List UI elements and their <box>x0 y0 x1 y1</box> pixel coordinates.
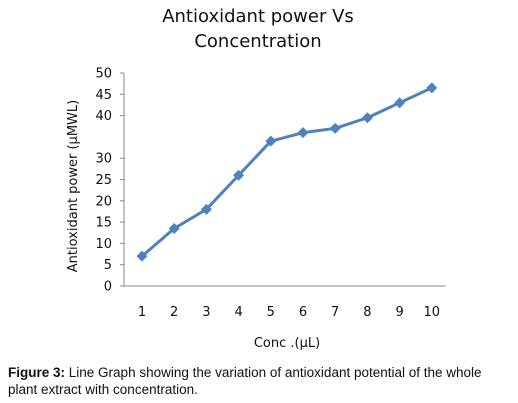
x-tick-label: 1 <box>138 305 146 320</box>
x-tick-label: 9 <box>395 305 403 320</box>
x-tick-label: 2 <box>170 305 178 320</box>
chart-title: Antioxidant power Vs Concentration <box>162 6 354 52</box>
series-line <box>141 86 433 258</box>
data-point <box>233 169 245 181</box>
caption-label: Figure 3: <box>8 365 66 380</box>
y-tick-label: 15 <box>95 216 112 231</box>
y-tick-label: 0 <box>104 280 112 295</box>
y-tick-label: 25 <box>95 173 112 188</box>
x-tick-label: 10 <box>424 305 441 320</box>
x-tick-label: 8 <box>363 305 371 320</box>
data-series <box>136 82 438 262</box>
data-point <box>168 222 180 234</box>
data-point <box>297 127 309 139</box>
x-tick-label: 6 <box>299 305 307 320</box>
x-tick-labels: 1 2 3 4 5 6 7 8 9 10 <box>138 305 440 320</box>
y-tick-label: 30 <box>95 152 112 167</box>
figure-caption: Figure 3: Line Graph showing the variati… <box>8 364 512 398</box>
x-tick-label: 5 <box>267 305 275 320</box>
y-tick-label: 10 <box>95 237 112 252</box>
y-tick-label: 40 <box>95 109 112 124</box>
x-tick-label: 4 <box>234 305 242 320</box>
data-point <box>361 112 373 124</box>
chart-axes <box>120 72 446 287</box>
data-point <box>394 97 406 109</box>
y-tick-labels: 0 5 10 15 20 25 30 40 45 50 <box>95 67 112 295</box>
x-axis-label: Conc .(μL) <box>254 336 320 351</box>
data-point <box>426 82 438 94</box>
y-tick-label: 5 <box>104 258 112 273</box>
y-tick-label: 20 <box>95 194 112 209</box>
x-tick-label: 3 <box>202 305 210 320</box>
y-axis-label: Antioxidant power (μMWL) <box>66 100 81 272</box>
data-point <box>265 135 277 147</box>
y-tick-label: 45 <box>95 88 112 103</box>
data-point <box>200 203 212 215</box>
x-tick-label: 7 <box>331 305 339 320</box>
caption-text: Line Graph showing the variation of anti… <box>8 365 482 397</box>
y-tick-label: 50 <box>95 67 112 82</box>
data-point <box>329 122 341 134</box>
data-point <box>136 250 148 262</box>
